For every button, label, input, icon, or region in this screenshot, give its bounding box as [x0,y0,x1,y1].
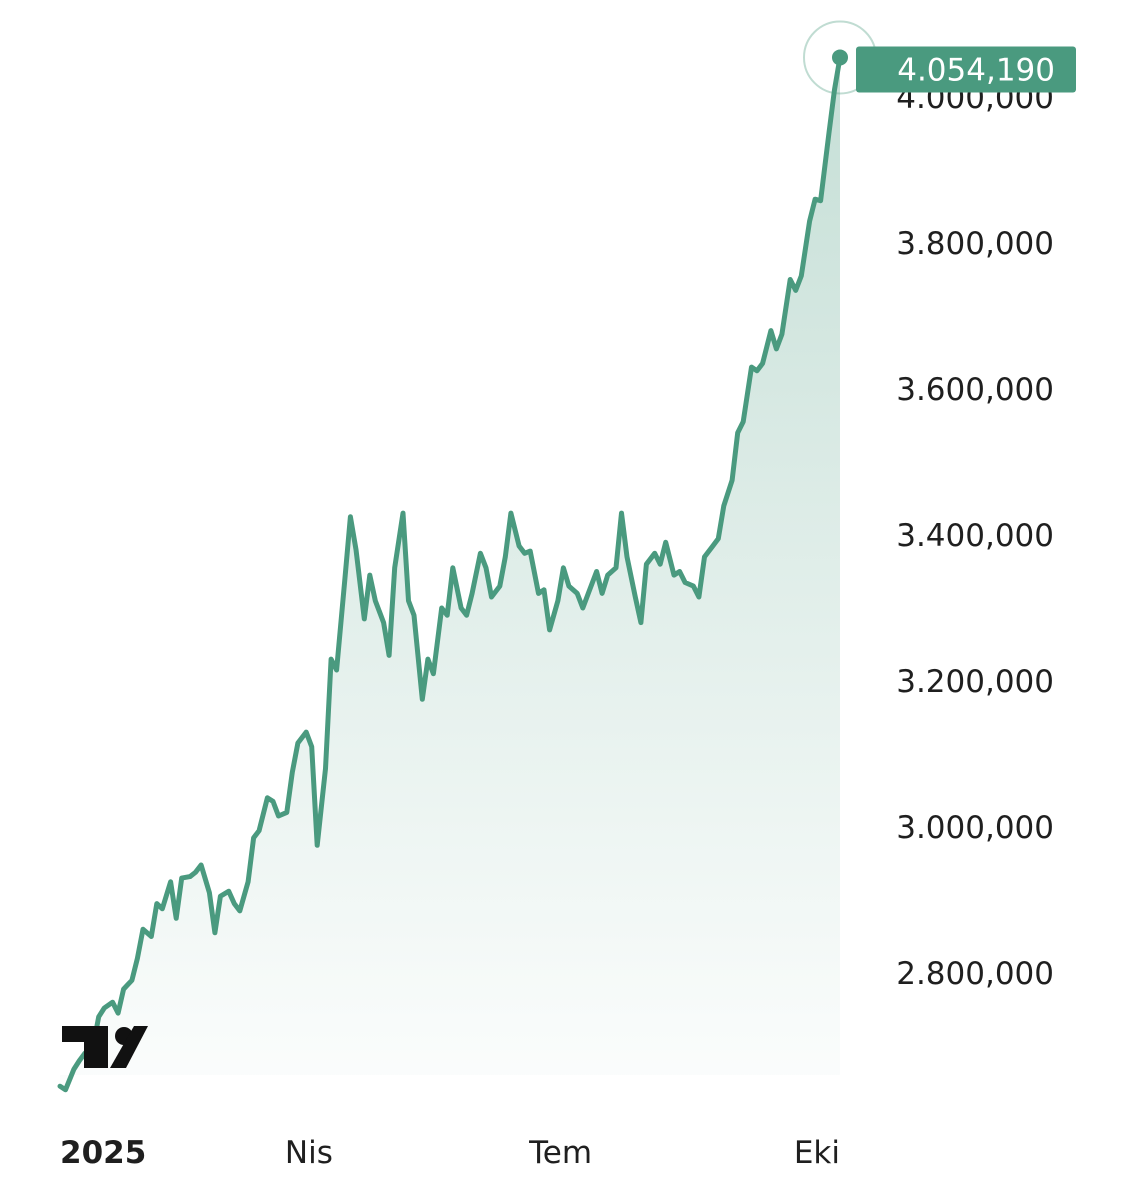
last-value-label-bg [856,46,1076,93]
y-tick-label: 3.000,000 [896,810,1054,846]
x-tick-label: Eki [794,1135,840,1171]
x-tick-label: Nis [285,1135,333,1171]
series-area-fill [60,57,840,1090]
y-tick-label: 3.200,000 [896,664,1054,700]
tradingview-logo [62,1026,148,1068]
last-value-label: 4.054,190 [897,52,1055,88]
series-line [57,54,843,1093]
x-tick-label: Tem [528,1135,592,1171]
y-tick-label: 3.400,000 [896,518,1054,554]
y-tick-label: 2.800,000 [896,956,1054,992]
y-tick-label: 3.600,000 [896,372,1054,408]
last-value-dot [832,49,848,66]
y-tick-label: 3.800,000 [896,226,1054,262]
x-tick-label: 2025 [60,1135,146,1171]
